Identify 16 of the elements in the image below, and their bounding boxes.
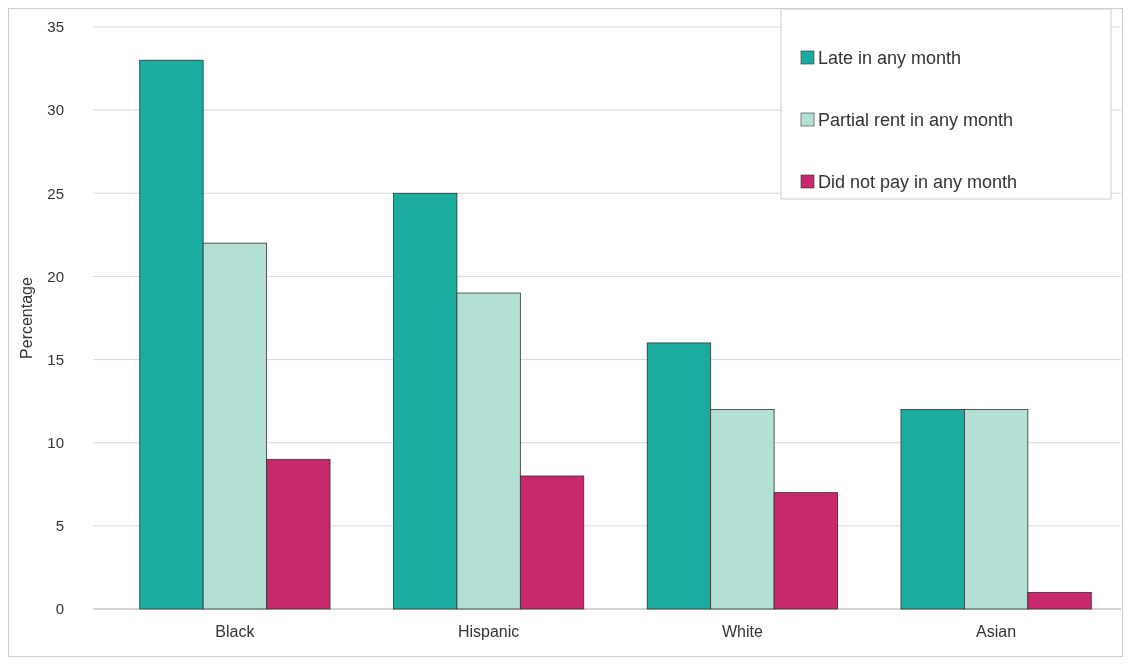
y-tick-label: 25 [47,184,64,202]
y-tick-label: 10 [47,433,64,451]
legend-label: Late in any month [818,48,962,69]
x-tick-label: Hispanic [457,623,520,640]
x-tick-label: Black [215,623,256,640]
x-tick-label: White [721,623,763,640]
y-tick-label: 35 [47,18,64,36]
y-axis-title: Percentage [18,276,35,359]
y-tick-label: 15 [47,350,64,368]
y-tick-label: 30 [47,101,64,119]
x-tick-label: Asian [976,623,1017,640]
y-tick-label: 20 [47,267,64,285]
legend-label: Did not pay in any month [818,172,1018,193]
legend-label: Partial rent in any month [818,110,1014,131]
y-tick-label: 0 [55,600,64,618]
y-tick-label: 5 [55,517,64,535]
